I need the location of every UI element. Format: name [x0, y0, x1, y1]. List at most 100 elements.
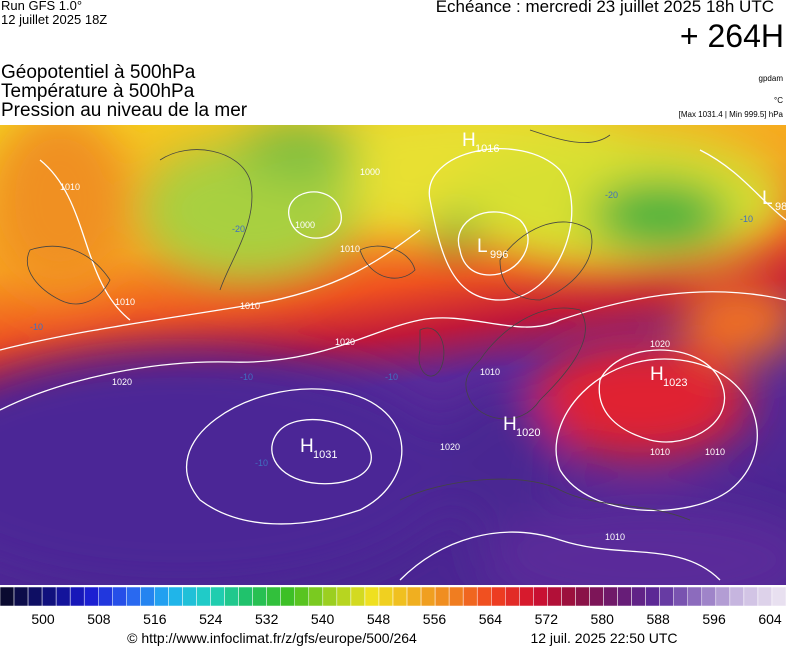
colorbar-label: 580	[591, 611, 615, 627]
colorbar-swatch	[168, 586, 183, 607]
colorbar-label: 500	[31, 611, 55, 627]
colorbar: 500 508 516 524 532 540 548 556 564 572 580 588 596 6…	[0, 586, 786, 627]
field-1: Géopotentiel à 500hPa	[1, 62, 196, 83]
colorbar-swatch	[280, 586, 296, 607]
colorbar-swatch	[462, 586, 478, 607]
isotherm-label: -10	[240, 372, 253, 382]
colorbar-swatch	[659, 586, 674, 607]
colorbar-swatch	[701, 586, 717, 607]
center-letter: H	[462, 130, 476, 151]
colorbar-swatch	[13, 586, 29, 607]
colorbar-swatch	[350, 586, 366, 607]
colorbar-swatch	[476, 586, 492, 607]
colorbar-swatch	[41, 586, 57, 607]
isobar-label: 1020	[335, 337, 355, 347]
coastlines	[27, 129, 691, 521]
colorbar-swatch	[505, 586, 520, 607]
colorbar-swatch	[83, 586, 99, 607]
colorbar-label: 548	[367, 611, 391, 627]
center-letter: H	[650, 364, 664, 385]
colorbar-swatch	[434, 586, 450, 607]
isobar-label: 1010	[340, 244, 360, 254]
colorbar-swatch	[420, 586, 436, 607]
colorbar-swatch	[533, 586, 548, 607]
colorbar-swatch	[322, 586, 338, 607]
center-value: 1020	[516, 427, 540, 439]
colorbar-swatch	[126, 586, 141, 607]
center-value: 1023	[663, 377, 687, 389]
colorbar-label: 540	[311, 611, 335, 627]
center-value: 996	[490, 249, 508, 261]
field-2: Température à 500hPa	[1, 81, 195, 102]
colorbar-label: 588	[646, 611, 670, 627]
colorbar-label: 532	[255, 611, 279, 627]
colorbar-swatch	[69, 586, 85, 607]
colorbar-swatch	[364, 586, 380, 607]
isobar-label: 1020	[112, 377, 132, 387]
colorbar-label: 524	[199, 611, 223, 627]
colorbar-swatch	[491, 586, 506, 607]
colorbar-swatch	[112, 586, 127, 607]
source: © http://www.infoclimat.fr/z/gfs/europe/…	[127, 630, 417, 646]
colorbar-swatch	[392, 586, 408, 607]
colorbar-swatch	[448, 586, 464, 607]
colorbar-swatch	[266, 586, 281, 607]
generated: 12 juil. 2025 22:50 UTC	[530, 630, 677, 646]
colorbar-swatch	[771, 586, 786, 607]
isobar-label: 1010	[240, 301, 260, 311]
colorbar-swatch	[631, 586, 646, 607]
isobar-label: 1000	[295, 220, 315, 230]
colorbar-swatch	[757, 586, 773, 607]
isotherm-label: -10	[30, 322, 43, 332]
center-value: 1016	[475, 143, 499, 155]
colorbar-swatch	[140, 586, 155, 607]
isobar-label: 1000	[360, 167, 380, 177]
colorbar-swatch	[98, 586, 113, 607]
run-date: 12 juillet 2025 18Z	[1, 12, 108, 27]
colorbar-label: 564	[479, 611, 503, 627]
run: Run GFS 1.0°	[1, 0, 83, 13]
center-value: 98	[775, 201, 786, 213]
forecast: Echéance : mercredi 23 juillet 2025 18h …	[435, 0, 774, 16]
isotherm-label: -20	[232, 224, 245, 234]
colorbar-swatch	[575, 586, 590, 607]
isotherm-label: -10	[255, 458, 268, 468]
isobar-label: 1010	[650, 447, 670, 457]
colorbar-swatch	[378, 586, 394, 607]
colorbar-swatch	[673, 586, 689, 607]
colorbar-swatch	[336, 586, 352, 607]
colorbar-swatch	[27, 586, 43, 607]
colorbar-swatch	[0, 586, 15, 607]
center-letter: H	[503, 414, 517, 435]
isotherm-label: -20	[605, 190, 618, 200]
colorbar-swatch	[294, 586, 310, 607]
colorbar-swatch	[617, 586, 632, 607]
colorbar-swatch	[252, 586, 267, 607]
colorbar-swatch	[308, 586, 324, 607]
isobar-label: 1010	[115, 297, 135, 307]
pressure-range: [Max 1031.4 | Min 999.5] hPa	[678, 110, 783, 119]
unit-geopotential: gpdam	[758, 74, 783, 83]
colorbar-swatch	[519, 586, 534, 607]
isobar-label: 1020	[650, 339, 670, 349]
colorbar-swatch	[238, 586, 253, 607]
isobar-label: 1010	[60, 182, 80, 192]
colorbar-label: 556	[423, 611, 447, 627]
colorbar-swatch	[406, 586, 422, 607]
colorbar-swatch	[182, 586, 197, 607]
colorbar-swatch	[547, 586, 562, 607]
isotherm-label: -10	[740, 214, 753, 224]
colorbar-swatch	[210, 586, 225, 607]
colorbar-swatch	[224, 586, 239, 607]
isobars	[0, 148, 786, 581]
center-letter: L	[477, 236, 488, 257]
center-letter: H	[300, 436, 314, 457]
colorbar-label: 604	[758, 611, 782, 627]
colorbar-label: 572	[535, 611, 559, 627]
isobar-label: 1020	[440, 442, 460, 452]
colorbar-swatch	[603, 586, 618, 607]
colorbar-swatch	[743, 586, 759, 607]
colorbar-label: 516	[143, 611, 167, 627]
